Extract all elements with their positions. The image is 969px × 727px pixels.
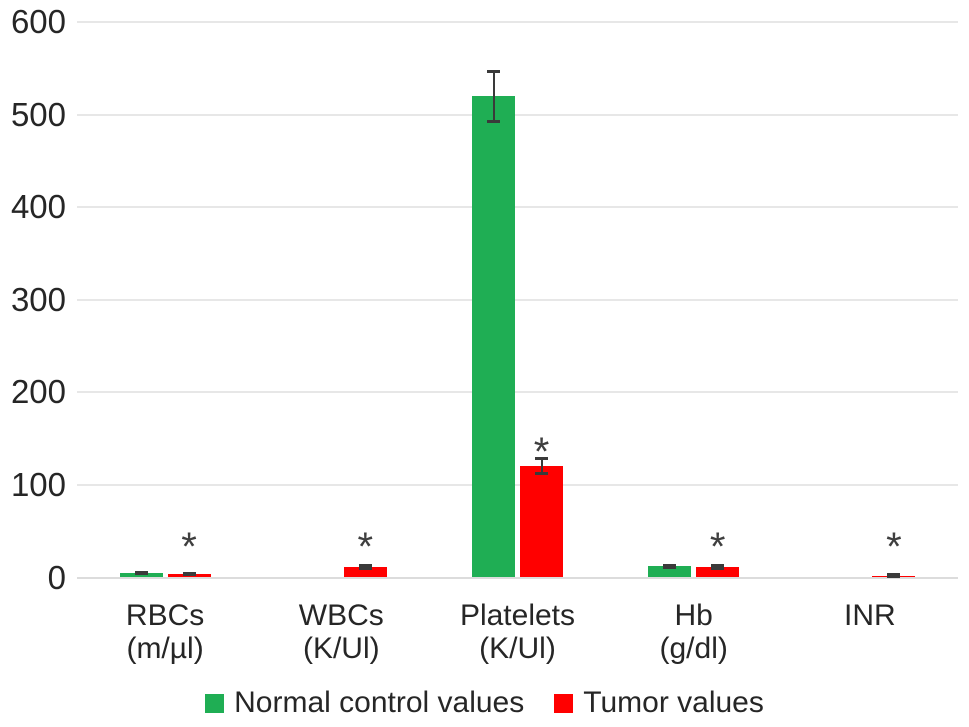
significance-asterisk: * xyxy=(181,524,197,569)
y-axis-tick-label: 200 xyxy=(10,373,66,411)
bar-tumor-1 xyxy=(343,567,387,578)
error-bar-cap-top xyxy=(487,69,500,73)
bar-tumor-3 xyxy=(696,567,740,578)
legend-item-normal-control: Normal control values xyxy=(205,686,524,720)
bar-normal-3 xyxy=(648,566,692,578)
gridline-y-400 xyxy=(77,206,958,209)
bar-tumor-2 xyxy=(520,466,563,578)
y-axis-tick-label: 100 xyxy=(10,465,66,503)
gridline-y-200 xyxy=(77,391,958,394)
y-axis-tick-label: 0 xyxy=(47,558,66,596)
legend-swatch-icon xyxy=(554,693,574,713)
gridline-y-600 xyxy=(77,21,958,23)
significance-asterisk: * xyxy=(886,524,902,569)
x-axis-category-label: WBCs (K/Ul) xyxy=(298,599,384,665)
error-bar-cap-bottom xyxy=(663,566,677,570)
bar-normal-2 xyxy=(472,96,515,578)
significance-asterisk: * xyxy=(533,429,550,474)
significance-asterisk: * xyxy=(709,524,726,569)
y-axis-tick-label: 400 xyxy=(10,188,66,226)
legend-item-tumor: Tumor values xyxy=(554,686,764,720)
x-axis-category-label: Hb (g/dl) xyxy=(659,599,728,665)
error-bar-cap-bottom xyxy=(134,572,148,576)
gridline-y-0 xyxy=(77,576,958,579)
y-axis-tick-label: 300 xyxy=(10,280,66,318)
gridline-y-500 xyxy=(77,113,958,116)
bar-normal-0 xyxy=(119,572,163,578)
error-bar-cap-bottom xyxy=(487,119,500,123)
error-bar xyxy=(540,458,543,474)
gridline-y-100 xyxy=(77,483,958,486)
error-bar-cap-top xyxy=(535,457,548,461)
error-bar-cap-bottom xyxy=(535,472,548,476)
error-bar-cap-top xyxy=(711,564,725,568)
y-axis-tick-label: 600 xyxy=(10,3,66,40)
error-bar-cap-bottom xyxy=(711,567,725,571)
x-axis-category-label: Platelets (K/Ul) xyxy=(459,599,576,665)
chart-legend: Normal control values Tumor values xyxy=(0,686,969,720)
error-bar-cap-bottom xyxy=(182,572,196,576)
y-axis-tick-label: 500 xyxy=(10,95,66,133)
error-bar-cap-bottom xyxy=(358,567,372,571)
legend-label: Normal control values xyxy=(234,686,525,719)
legend-swatch-icon xyxy=(205,693,225,713)
error-bar-cap-top xyxy=(663,563,677,567)
error-bar-cap-top xyxy=(358,564,372,568)
x-axis-category-label: RBCs (m/µl) xyxy=(125,599,205,665)
gridline-y-300 xyxy=(77,298,958,301)
error-bar xyxy=(492,71,495,122)
error-bar-cap-bottom xyxy=(887,574,901,578)
legend-label: Tumor values xyxy=(583,686,764,719)
significance-asterisk: * xyxy=(357,524,374,569)
x-axis-category-label: INR xyxy=(844,599,896,632)
